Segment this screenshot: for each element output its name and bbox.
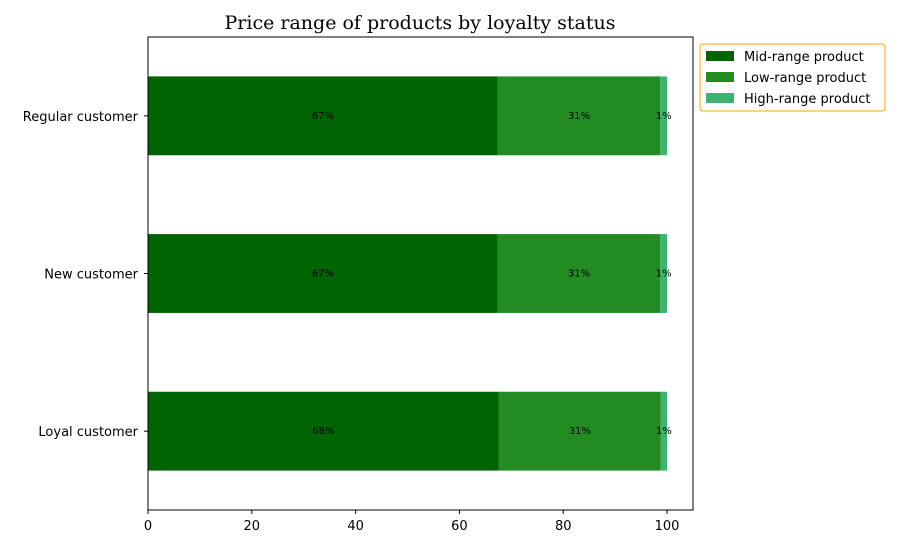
bar-segment xyxy=(660,391,668,471)
bar-segment xyxy=(148,391,499,471)
legend: Mid-range product Low-range product High-r… xyxy=(699,43,886,112)
legend-swatch xyxy=(706,51,734,61)
bar-value-label: 1% xyxy=(656,269,672,280)
bar-value-label: 31% xyxy=(569,426,591,437)
bar-value-label: 31% xyxy=(568,269,590,280)
legend-swatch xyxy=(706,72,734,82)
y-tick-label: Regular customer xyxy=(23,110,139,125)
bar-segment xyxy=(148,76,498,156)
x-tick-label: 60 xyxy=(451,519,468,534)
bar-value-label: 1% xyxy=(656,111,672,122)
bar-value-label: 1% xyxy=(656,426,672,437)
x-tick-label: 40 xyxy=(347,519,364,534)
bar-segment xyxy=(498,391,661,471)
x-tick-label: 0 xyxy=(144,519,152,534)
legend-entry: Mid-range product xyxy=(744,50,864,65)
bar-segment xyxy=(148,234,498,313)
x-tick-label: 100 xyxy=(655,519,680,534)
bar-value-label: 68% xyxy=(312,426,334,437)
bar-value-label: 31% xyxy=(568,111,590,122)
x-tick-label: 80 xyxy=(555,519,572,534)
x-tick-label: 20 xyxy=(244,519,261,534)
chart-title: Price range of products by loyalty statu… xyxy=(225,12,616,34)
y-tick-label: Loyal customer xyxy=(38,425,138,440)
bar-value-label: 67% xyxy=(312,111,334,122)
legend-box xyxy=(699,43,886,112)
bar-segment xyxy=(660,234,668,313)
legend-entry: High-range product xyxy=(744,92,871,107)
y-tick-label: New customer xyxy=(44,268,138,283)
bar-segment xyxy=(497,234,661,313)
legend-swatch xyxy=(706,93,734,103)
plot-area: 67% 31% 1% Regular customer 67% 31% 1% New cust… xyxy=(23,36,694,534)
bar-segment xyxy=(497,76,661,156)
bar-value-label: 67% xyxy=(312,269,334,280)
axes-frame xyxy=(147,36,694,511)
legend-entry: Low-range product xyxy=(744,71,866,86)
bar-segment xyxy=(660,76,668,156)
